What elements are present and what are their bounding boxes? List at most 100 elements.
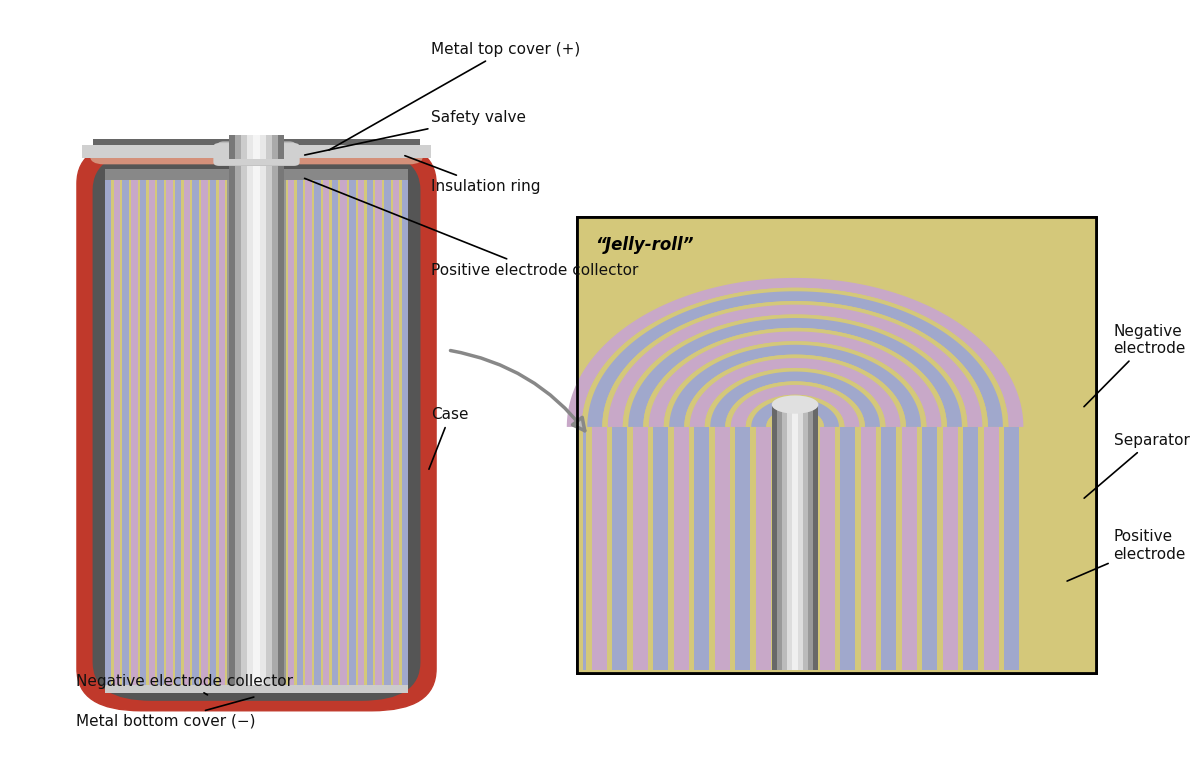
Bar (166, 175, 173, 685)
Bar (241, 167, 247, 180)
Bar (247, 167, 253, 180)
Bar (881, 427, 896, 670)
Bar (714, 427, 730, 670)
Bar (750, 427, 756, 670)
Polygon shape (649, 332, 941, 427)
Polygon shape (745, 395, 845, 427)
Bar (294, 175, 296, 685)
Bar (210, 175, 216, 685)
Bar (901, 427, 917, 670)
Bar (338, 175, 341, 685)
Text: Insulation ring: Insulation ring (404, 156, 541, 194)
Bar (247, 135, 253, 159)
Text: Negative electrode collector: Negative electrode collector (76, 673, 293, 695)
Bar (229, 152, 236, 159)
Bar (392, 175, 400, 685)
Bar (998, 427, 1004, 670)
Bar (798, 405, 803, 670)
Bar (814, 405, 818, 670)
Bar (208, 175, 210, 685)
Bar (164, 175, 166, 685)
Bar (306, 175, 312, 685)
Bar (365, 175, 367, 685)
Bar (803, 405, 808, 670)
Polygon shape (751, 398, 839, 427)
Bar (689, 427, 694, 670)
Text: Safety valve: Safety valve (305, 110, 527, 155)
Bar (709, 427, 714, 670)
Bar (358, 175, 365, 685)
Bar (331, 175, 338, 685)
Bar (216, 175, 218, 685)
Bar (808, 405, 814, 670)
Bar (94, 139, 420, 160)
Polygon shape (670, 345, 920, 427)
Bar (283, 152, 290, 159)
Bar (312, 175, 314, 685)
Bar (586, 427, 592, 670)
Polygon shape (623, 314, 967, 427)
Bar (577, 217, 1096, 673)
Bar (192, 175, 199, 685)
Bar (253, 166, 259, 685)
Text: Separator: Separator (1084, 433, 1189, 498)
Bar (122, 175, 128, 685)
Bar (199, 175, 202, 685)
Bar (184, 175, 190, 685)
Bar (236, 152, 242, 159)
Bar (259, 167, 266, 180)
Bar (304, 175, 306, 685)
Bar (673, 427, 689, 670)
Bar (286, 175, 288, 685)
Bar (155, 175, 157, 685)
Bar (270, 152, 277, 159)
Bar (668, 427, 673, 670)
Bar (138, 175, 140, 685)
Bar (277, 152, 283, 159)
Bar (373, 175, 376, 685)
Bar (228, 166, 235, 685)
Bar (840, 427, 856, 670)
Polygon shape (710, 371, 880, 427)
Bar (235, 167, 241, 180)
Bar (104, 175, 112, 685)
Bar (128, 175, 131, 685)
Bar (228, 135, 235, 159)
Bar (104, 685, 408, 693)
Bar (628, 427, 632, 670)
Bar (278, 166, 284, 685)
Bar (257, 152, 263, 159)
Bar (266, 167, 272, 180)
Bar (314, 175, 320, 685)
Bar (577, 217, 1096, 673)
Polygon shape (566, 278, 1024, 427)
Bar (272, 167, 278, 180)
Polygon shape (767, 408, 824, 427)
Bar (402, 175, 408, 685)
Bar (131, 175, 138, 685)
Bar (323, 175, 329, 685)
Bar (384, 175, 391, 685)
FancyBboxPatch shape (94, 152, 420, 700)
Polygon shape (643, 328, 947, 427)
Bar (112, 175, 114, 685)
Bar (964, 427, 978, 670)
Bar (272, 166, 278, 685)
FancyBboxPatch shape (90, 145, 424, 164)
Text: Case: Case (428, 407, 469, 470)
Text: “Jelly-roll”: “Jelly-roll” (595, 236, 694, 254)
Bar (922, 427, 937, 670)
Polygon shape (582, 288, 1008, 427)
Bar (612, 427, 628, 670)
Bar (253, 167, 259, 180)
Text: Positive electrode collector: Positive electrode collector (305, 178, 638, 278)
Bar (349, 175, 355, 685)
Bar (978, 427, 984, 670)
Bar (577, 217, 1096, 673)
Polygon shape (725, 381, 865, 427)
Bar (235, 166, 241, 685)
Bar (259, 135, 266, 159)
Polygon shape (731, 385, 859, 427)
Bar (82, 145, 432, 158)
Bar (241, 166, 247, 685)
